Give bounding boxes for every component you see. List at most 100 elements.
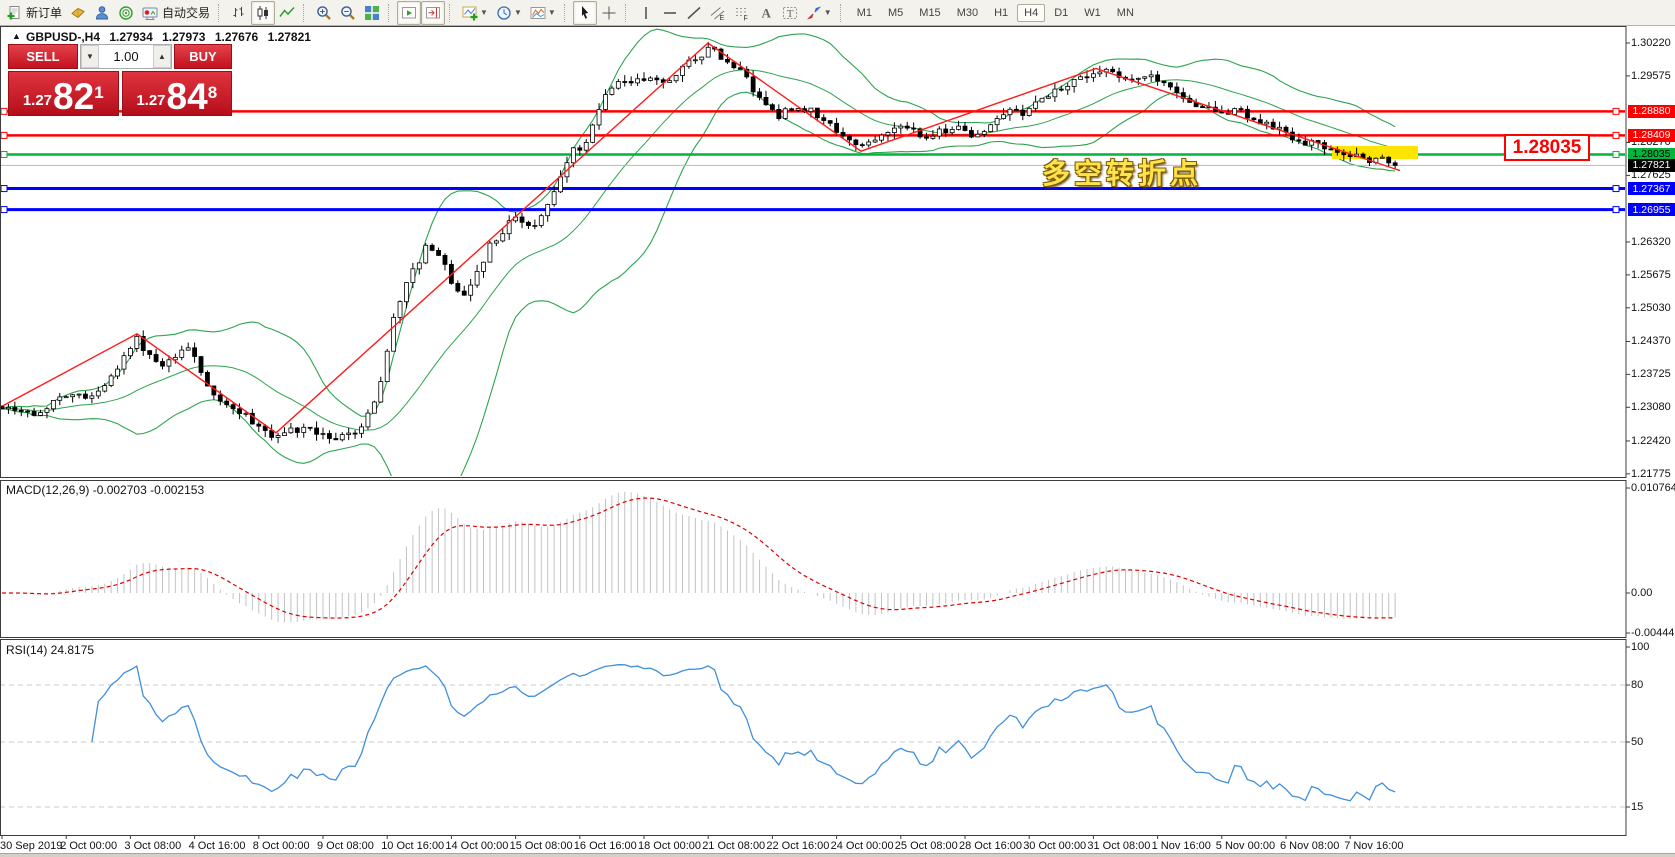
sell-price-box[interactable]: 1.27 82 1 — [8, 71, 119, 116]
trendline-icon — [687, 6, 701, 19]
zoom-in-icon — [317, 5, 331, 20]
buy-price-box[interactable]: 1.27 84 8 — [121, 71, 232, 116]
y-axis-tick: 1.25675 — [1631, 268, 1671, 281]
y-axis-tick: 1.25030 — [1631, 301, 1671, 314]
crosshair-icon — [602, 6, 616, 19]
trendline-button[interactable] — [682, 1, 706, 25]
line-chart-icon — [279, 6, 295, 17]
line-chart-button[interactable] — [275, 1, 299, 25]
macd-histogram — [7, 491, 1396, 623]
timeframe-button-d1[interactable]: D1 — [1054, 6, 1069, 19]
bar-chart-button[interactable] — [227, 1, 251, 25]
bollinger-bands — [1, 28, 1396, 476]
toolbar-button-label: 新订单 — [26, 6, 63, 20]
new-order-button[interactable]: 新订单 — [2, 1, 66, 25]
arrows-button[interactable]: ▼ — [802, 1, 836, 25]
macd-axis-tick: 0.00 — [1631, 587, 1653, 599]
chevron-down-icon[interactable]: ▼ — [480, 8, 488, 17]
svg-text:F: F — [743, 15, 747, 21]
chevron-down-icon[interactable]: ▼ — [513, 8, 522, 17]
volume-input[interactable]: 1.00 — [113, 49, 139, 64]
ohlc-low: 1.27676 — [214, 30, 259, 44]
cursor-button[interactable] — [572, 0, 597, 25]
channel-icon: E — [710, 6, 724, 21]
date-label: 24 Oct 00:00 — [830, 840, 894, 852]
chart-shift-button[interactable] — [421, 0, 446, 25]
text-icon: A — [761, 5, 771, 20]
y-axis-tick: 1.24370 — [1631, 335, 1671, 348]
volume-decrease-button[interactable]: ▼ — [81, 45, 99, 68]
text-button[interactable]: A — [754, 1, 778, 25]
autotrading-button[interactable]: 自动交易 — [138, 1, 214, 25]
date-label: 9 Oct 08:00 — [317, 840, 374, 852]
sell-price-prefix: 1.27 — [22, 92, 53, 109]
main-price-pane — [1, 28, 1625, 476]
horizontal-lines — [1, 107, 1625, 214]
macd-pane — [2, 491, 1396, 623]
crosshair-button[interactable] — [597, 1, 621, 25]
ohlc-high: 1.27973 — [162, 30, 206, 44]
date-label: 21 Oct 08:00 — [702, 840, 766, 852]
rsi-axis-tick: 15 — [1631, 801, 1644, 813]
periods-button[interactable]: ▼ — [492, 1, 526, 25]
y-axis-tick: 1.23080 — [1631, 401, 1671, 414]
fibonacci-button[interactable]: F — [730, 1, 754, 25]
date-label: 25 Oct 08:00 — [894, 840, 958, 852]
horizontal-line-button[interactable] — [658, 1, 682, 25]
timeframe-button-m15[interactable]: M15 — [919, 6, 941, 19]
indicators-button[interactable]: ▼ — [458, 1, 492, 25]
price-callout-label[interactable]: 1.28035 — [1504, 134, 1590, 161]
zoom-in-button[interactable] — [312, 1, 336, 25]
navigator-button[interactable] — [114, 1, 138, 25]
templates-button[interactable]: ▼ — [526, 1, 560, 25]
text-label-button[interactable]: T — [778, 1, 802, 25]
timeframe-button-m30[interactable]: M30 — [956, 6, 979, 19]
one-click-trade-panel: SELL ▼ 1.00 ▲ BUY 1.27 82 1 1.27 84 8 — [8, 44, 232, 116]
chart-shift-icon — [426, 6, 441, 18]
y-axis-tick: 1.21775 — [1631, 467, 1671, 480]
candle-chart-button[interactable] — [251, 0, 276, 25]
channel-button[interactable]: E — [706, 1, 730, 25]
timeframe-button-mn[interactable]: MN — [1116, 6, 1134, 19]
buy-price-prefix: 1.27 — [136, 92, 166, 109]
market-watch-button[interactable] — [66, 1, 90, 25]
date-label: 15 Oct 08:00 — [509, 840, 573, 852]
auto-scroll-icon — [402, 6, 417, 18]
date-label: 10 Oct 16:00 — [381, 840, 445, 852]
date-label: 6 Nov 08:00 — [1280, 840, 1340, 852]
sell-button[interactable]: SELL — [8, 44, 78, 69]
trade-panel-collapse-arrow[interactable]: ▲ — [12, 31, 21, 41]
tile-windows-button[interactable] — [360, 1, 384, 25]
sell-price-sup: 1 — [94, 83, 104, 102]
candles-layer — [1, 41, 1398, 444]
timeframe-button-h4[interactable]: H4 — [1017, 3, 1046, 22]
timeframe-button-m5[interactable]: M5 — [888, 6, 904, 19]
auto-scroll-button[interactable] — [397, 0, 422, 25]
chevron-down-icon[interactable]: ▼ — [823, 8, 832, 17]
date-label: 3 Oct 08:00 — [124, 840, 182, 852]
date-label: 18 Oct 00:00 — [638, 840, 701, 852]
timeframe-button-w1[interactable]: W1 — [1084, 6, 1101, 19]
macd-label: MACD(12,26,9) -0.002703 -0.002153 — [6, 483, 205, 497]
timeframe-button-m1[interactable]: M1 — [856, 6, 872, 19]
chevron-down-icon[interactable]: ▼ — [547, 8, 556, 17]
svg-text:A: A — [761, 5, 771, 20]
timeframe-button-h1[interactable]: H1 — [994, 6, 1009, 19]
buy-button[interactable]: BUY — [174, 44, 232, 69]
autotrading-icon — [142, 7, 158, 20]
window-bottom-edge — [0, 853, 1675, 857]
vertical-line-button[interactable] — [634, 1, 658, 25]
volume-increase-button[interactable]: ▲ — [153, 45, 171, 68]
date-label: 5 Nov 00:00 — [1215, 840, 1276, 852]
data-window-button[interactable] — [90, 1, 114, 25]
zoom-out-button[interactable] — [336, 1, 360, 25]
toolbar-separator — [563, 3, 570, 22]
hline-icon — [663, 11, 676, 14]
toolbar-separator — [303, 3, 309, 22]
data-window-icon — [96, 5, 109, 19]
y-axis-tick: 1.29575 — [1631, 69, 1671, 82]
chart-text-annotation[interactable]: 多空转折点 — [1042, 158, 1203, 189]
templates-icon — [530, 6, 546, 19]
